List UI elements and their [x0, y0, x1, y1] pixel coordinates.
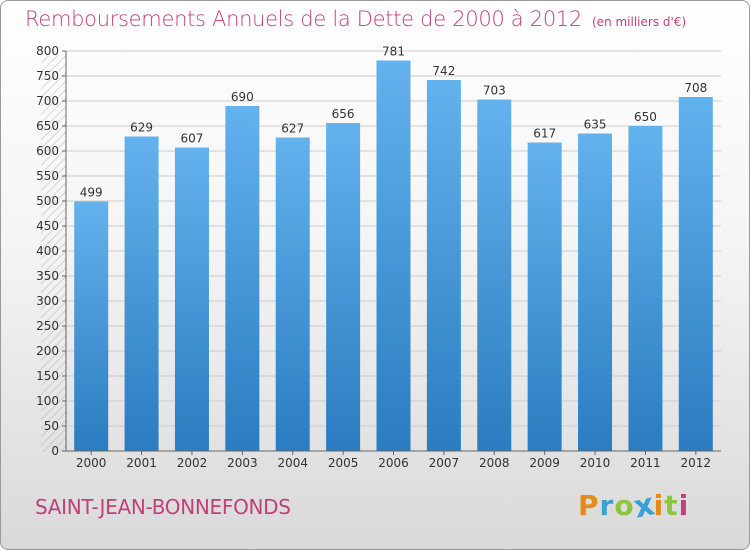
- x-tick-label: 2004: [277, 456, 308, 470]
- y-tick-label: 650: [36, 119, 59, 133]
- bar: [225, 106, 260, 451]
- y-tick-label: 50: [44, 419, 59, 433]
- bar: [124, 136, 159, 451]
- bar: [678, 97, 713, 451]
- y-tick-label: 700: [36, 94, 59, 108]
- x-tick-label: 2002: [177, 456, 208, 470]
- brand-letter: r: [599, 489, 615, 522]
- bar: [527, 142, 562, 451]
- y-tick-label: 400: [36, 244, 59, 258]
- value-label: 703: [483, 84, 506, 98]
- x-tick-label: 2012: [681, 456, 712, 470]
- value-label: 656: [332, 107, 355, 121]
- y-tick-label: 600: [36, 144, 59, 158]
- brand-letter: t: [664, 489, 679, 522]
- bar: [628, 126, 663, 451]
- bar: [326, 123, 361, 451]
- value-label: 635: [584, 118, 607, 132]
- y-tick-label: 250: [36, 319, 59, 333]
- y-tick-label: 500: [36, 194, 59, 208]
- x-tick-label: 2000: [76, 456, 107, 470]
- x-tick-label: 2003: [227, 456, 258, 470]
- y-tick-label: 300: [36, 294, 59, 308]
- value-label: 499: [80, 186, 103, 200]
- bar: [578, 133, 613, 451]
- x-tick-label: 2009: [529, 456, 560, 470]
- brand-letter: i: [653, 489, 665, 522]
- bar: [477, 99, 512, 451]
- y-tick-label: 150: [36, 369, 59, 383]
- y-tick-label: 800: [36, 44, 59, 58]
- bar: [174, 147, 209, 451]
- value-label: 781: [382, 45, 405, 59]
- y-tick-label: 450: [36, 219, 59, 233]
- x-tick-label: 2011: [630, 456, 661, 470]
- y-tick-label: 550: [36, 169, 59, 183]
- value-label: 650: [634, 110, 657, 124]
- axes: 0 50 100 150 200 250 300 350 400 450 500 550 600 650 7…: [36, 44, 721, 470]
- x-tick-label: 2006: [378, 456, 409, 470]
- brand-letter: P: [578, 489, 600, 522]
- axis-hatch: [41, 56, 66, 452]
- value-label: 690: [231, 90, 254, 104]
- value-label: 742: [432, 64, 455, 78]
- y-tick-label: 100: [36, 394, 59, 408]
- brand-letter: i: [678, 489, 690, 522]
- y-tick-label: 750: [36, 69, 59, 83]
- commune-name: SAINT-JEAN-BONNEFONDS: [35, 495, 291, 519]
- value-label: 708: [684, 81, 707, 95]
- x-tick-label: 2007: [429, 456, 460, 470]
- y-tick-label: 0: [51, 444, 59, 458]
- chart-title: Remboursements Annuels de la Dette de 20…: [25, 7, 686, 31]
- x-tick-label: 2008: [479, 456, 510, 470]
- bars: 499 629 607 690 627 656 781 742 703 617 635 650 708: [74, 45, 713, 451]
- x-tick-label: 2001: [126, 456, 157, 470]
- value-label: 617: [533, 127, 556, 141]
- value-label: 629: [130, 121, 153, 135]
- proxiti-logo[interactable]: Proxiti: [578, 486, 690, 526]
- y-tick-label: 200: [36, 344, 59, 358]
- value-label: 607: [181, 132, 204, 146]
- x-tick-label: 2005: [328, 456, 359, 470]
- brand-letter: o: [614, 489, 635, 522]
- bar: [74, 201, 109, 451]
- bar: [376, 60, 411, 451]
- title-text: Remboursements Annuels de la Dette de 20…: [25, 7, 582, 31]
- bar: [426, 80, 461, 451]
- value-label: 627: [281, 122, 304, 136]
- y-tick-label: 350: [36, 269, 59, 283]
- x-tick-label: 2010: [580, 456, 611, 470]
- unit-note: (en milliers d'€): [592, 15, 687, 29]
- bar: [275, 137, 310, 451]
